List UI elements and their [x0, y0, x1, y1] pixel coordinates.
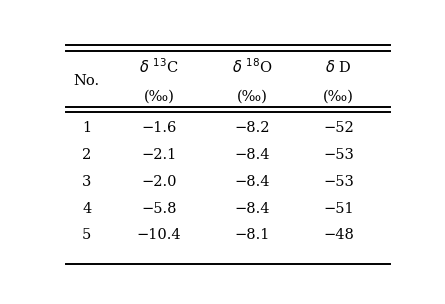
Text: −8.1: −8.1: [235, 228, 270, 243]
Text: 1: 1: [82, 121, 91, 135]
Text: −8.4: −8.4: [235, 202, 270, 216]
Text: $\delta$ $^{18}$O: $\delta$ $^{18}$O: [232, 57, 272, 76]
Text: −8.4: −8.4: [235, 148, 270, 162]
Text: −51: −51: [323, 202, 354, 216]
Text: −8.2: −8.2: [235, 121, 270, 135]
Text: −2.1: −2.1: [142, 148, 177, 162]
Text: −48: −48: [323, 228, 354, 243]
Text: (‰): (‰): [323, 89, 354, 103]
Text: No.: No.: [73, 74, 100, 88]
Text: −53: −53: [323, 174, 354, 188]
Text: −2.0: −2.0: [142, 174, 177, 188]
Text: 4: 4: [82, 202, 91, 216]
Text: −1.6: −1.6: [142, 121, 177, 135]
Text: −5.8: −5.8: [142, 202, 177, 216]
Text: $\delta$ D: $\delta$ D: [325, 59, 352, 75]
Text: (‰): (‰): [144, 89, 174, 103]
Text: −53: −53: [323, 148, 354, 162]
Text: 3: 3: [82, 174, 91, 188]
Text: 2: 2: [82, 148, 91, 162]
Text: $\delta$ $^{13}$C: $\delta$ $^{13}$C: [139, 57, 179, 76]
Text: −10.4: −10.4: [137, 228, 182, 243]
Text: −8.4: −8.4: [235, 174, 270, 188]
Text: −52: −52: [323, 121, 354, 135]
Text: 5: 5: [82, 228, 91, 243]
Text: (‰): (‰): [237, 89, 267, 103]
